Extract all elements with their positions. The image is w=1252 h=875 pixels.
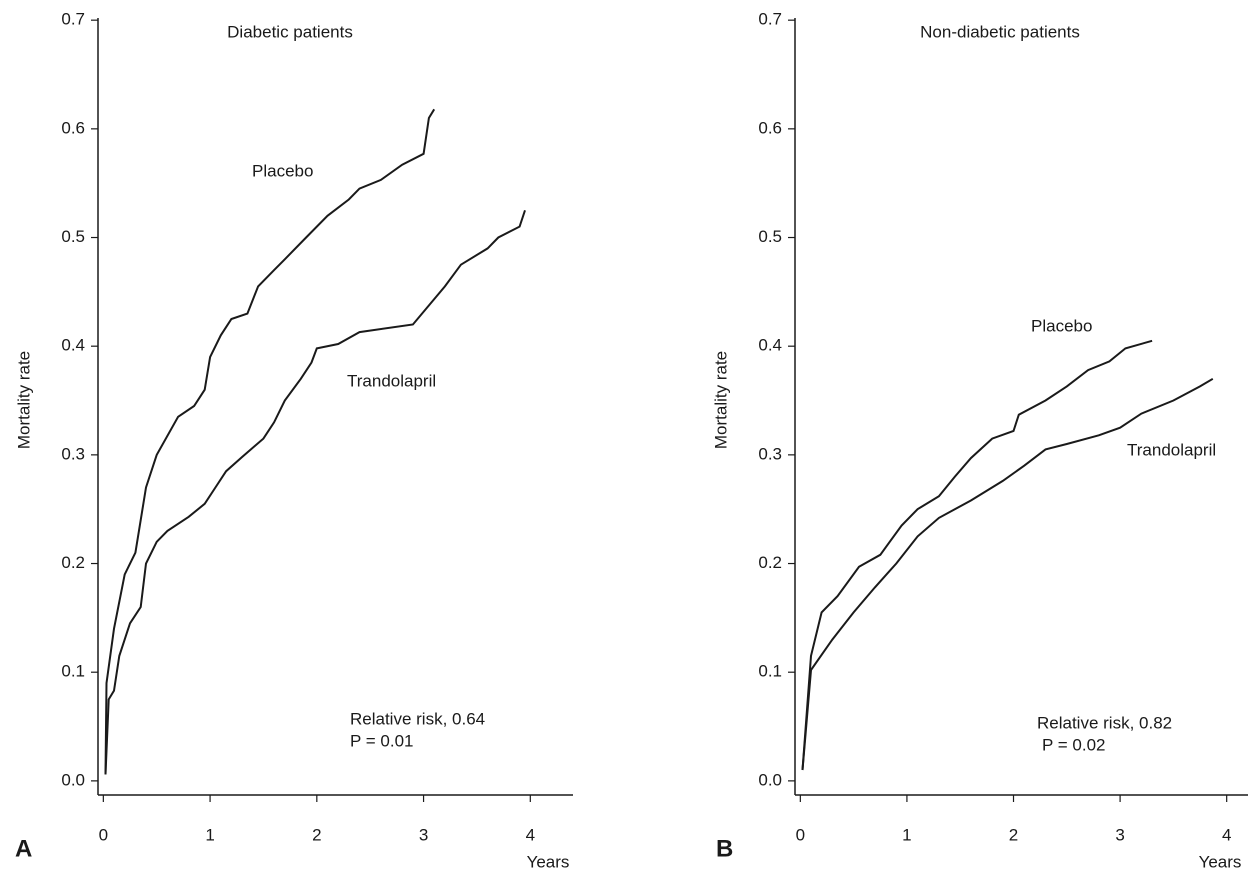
x-axis-label: Years <box>527 852 570 871</box>
survival-curve <box>104 209 526 775</box>
x-tick-label: 1 <box>902 825 911 844</box>
y-axis-label: Mortality rate <box>14 351 33 449</box>
x-tick-label: 0 <box>796 825 805 844</box>
y-tick-label: 0.0 <box>61 770 85 789</box>
y-tick-label: 0.4 <box>61 336 85 355</box>
panel-label: A <box>15 835 32 862</box>
y-tick-label: 0.2 <box>758 553 782 572</box>
survival-curve <box>801 377 1214 771</box>
y-tick-label: 0.1 <box>61 662 85 681</box>
annotation: Relative risk, 0.82 <box>1037 713 1172 732</box>
x-axis-label: Years <box>1199 852 1242 871</box>
x-tick-label: 1 <box>205 825 214 844</box>
annotation: P = 0.02 <box>1042 735 1106 754</box>
y-tick-label: 0.7 <box>61 10 85 29</box>
y-tick-label: 0.5 <box>61 227 85 246</box>
series-label: Trandolapril <box>1127 440 1216 459</box>
series-label: Placebo <box>252 161 313 180</box>
y-tick-label: 0.6 <box>758 118 782 137</box>
y-tick-label: 0.5 <box>758 227 782 246</box>
x-tick-label: 2 <box>1009 825 1018 844</box>
survival-curve <box>104 108 436 775</box>
x-tick-label: 4 <box>1222 825 1231 844</box>
x-tick-label: 2 <box>312 825 321 844</box>
y-tick-label: 0.7 <box>758 10 782 29</box>
annotation: P = 0.01 <box>350 731 414 750</box>
chart-title: Non-diabetic patients <box>920 22 1080 41</box>
annotation: Relative risk, 0.64 <box>350 709 485 728</box>
chart-title: Diabetic patients <box>227 22 353 41</box>
x-tick-label: 0 <box>99 825 108 844</box>
y-tick-label: 0.4 <box>758 336 782 355</box>
y-tick-label: 0.1 <box>758 662 782 681</box>
y-axis-label: Mortality rate <box>711 351 730 449</box>
survival-curve <box>801 339 1153 771</box>
y-tick-label: 0.6 <box>61 118 85 137</box>
x-tick-label: 3 <box>1115 825 1124 844</box>
y-tick-label: 0.3 <box>61 444 85 463</box>
series-label: Placebo <box>1031 316 1092 335</box>
y-tick-label: 0.3 <box>758 444 782 463</box>
x-tick-label: 4 <box>526 825 535 844</box>
series-label: Trandolapril <box>347 371 436 390</box>
panel-label: B <box>716 835 733 862</box>
x-tick-label: 3 <box>419 825 428 844</box>
y-tick-label: 0.2 <box>61 553 85 572</box>
y-tick-label: 0.0 <box>758 770 782 789</box>
